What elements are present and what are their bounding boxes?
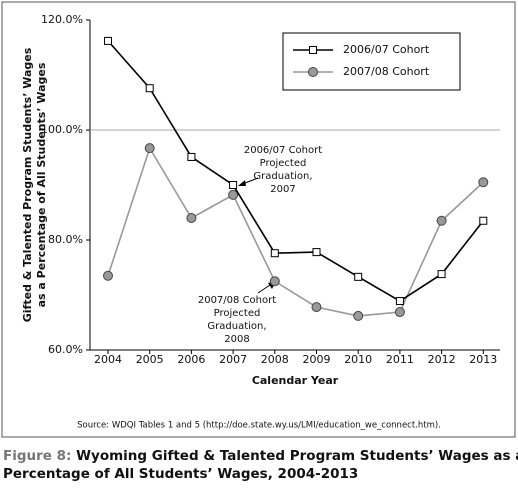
marker bbox=[478, 177, 489, 188]
marker bbox=[479, 216, 488, 225]
caption-text: Percentage of All Students’ Wages, 2004-… bbox=[3, 466, 358, 482]
marker bbox=[103, 270, 113, 281]
annotation: 2006/07 Cohort bbox=[244, 145, 322, 156]
marker bbox=[270, 249, 279, 258]
y-tick-label: 120.0% bbox=[41, 13, 83, 26]
annotation: 2008 bbox=[224, 334, 249, 345]
caption: Figure 8: Wyoming Gifted & Talented Prog… bbox=[3, 448, 518, 464]
y-tick-label: 100.0% bbox=[41, 123, 83, 136]
marker bbox=[354, 272, 363, 281]
marker bbox=[394, 307, 405, 318]
marker bbox=[144, 143, 155, 154]
x-tick-label: 2009 bbox=[303, 353, 331, 366]
x-tick-label: 2005 bbox=[136, 353, 164, 366]
annotation: Projected bbox=[260, 158, 307, 169]
x-tick-label: 2013 bbox=[469, 353, 497, 366]
source: Source: WDQI Tables 1 and 5 (http://doe.… bbox=[77, 421, 441, 431]
marker bbox=[436, 215, 447, 226]
marker bbox=[229, 181, 238, 189]
annotation: Graduation, bbox=[253, 171, 312, 182]
marker bbox=[437, 270, 446, 279]
x-tick-label: 2012 bbox=[428, 353, 456, 366]
marker bbox=[186, 213, 197, 223]
series-line bbox=[107, 146, 484, 317]
x-tick-label: 2011 bbox=[386, 353, 414, 366]
x-tick-label: 2007 bbox=[219, 353, 247, 366]
x-tick-label: 2004 bbox=[94, 353, 122, 366]
legend-marker bbox=[308, 67, 318, 77]
x-tick-label: 2008 bbox=[261, 353, 289, 366]
y-tick-label: 80.0% bbox=[48, 233, 83, 246]
caption-text: Wyoming Gifted & Talented Program Studen… bbox=[76, 448, 518, 464]
x-tick-label: 2006 bbox=[177, 353, 205, 366]
frame bbox=[1, 1, 516, 438]
marker bbox=[311, 302, 322, 313]
legend-label: 2007/08 Cohort bbox=[343, 65, 430, 78]
y-axis-label: as a Percentage of All Students’ Wages bbox=[35, 62, 48, 307]
legend bbox=[282, 32, 461, 91]
annotation: 2007 bbox=[270, 184, 295, 195]
annotation-arrowhead bbox=[238, 180, 246, 186]
y-tick-label: 60.0% bbox=[48, 343, 83, 356]
annotation: Graduation, bbox=[207, 321, 266, 332]
annotation: 2007/08 Cohort bbox=[198, 295, 276, 306]
marker bbox=[228, 189, 239, 200]
marker bbox=[395, 297, 404, 306]
legend-label: 2006/07 Cohort bbox=[343, 43, 430, 56]
legend-marker bbox=[309, 46, 317, 54]
series-line bbox=[107, 40, 484, 302]
caption-label: Figure 8: bbox=[3, 448, 71, 464]
marker bbox=[104, 36, 112, 45]
marker bbox=[145, 84, 154, 93]
marker bbox=[312, 248, 321, 257]
marker bbox=[269, 276, 280, 287]
x-tick-label: 2010 bbox=[344, 353, 372, 366]
x-axis-label: Calendar Year bbox=[252, 374, 339, 387]
marker bbox=[353, 310, 364, 321]
marker bbox=[187, 152, 196, 161]
annotation: Projected bbox=[214, 308, 261, 319]
y-axis-label: Gifted & Talented Program Students’ Wage… bbox=[21, 47, 34, 322]
